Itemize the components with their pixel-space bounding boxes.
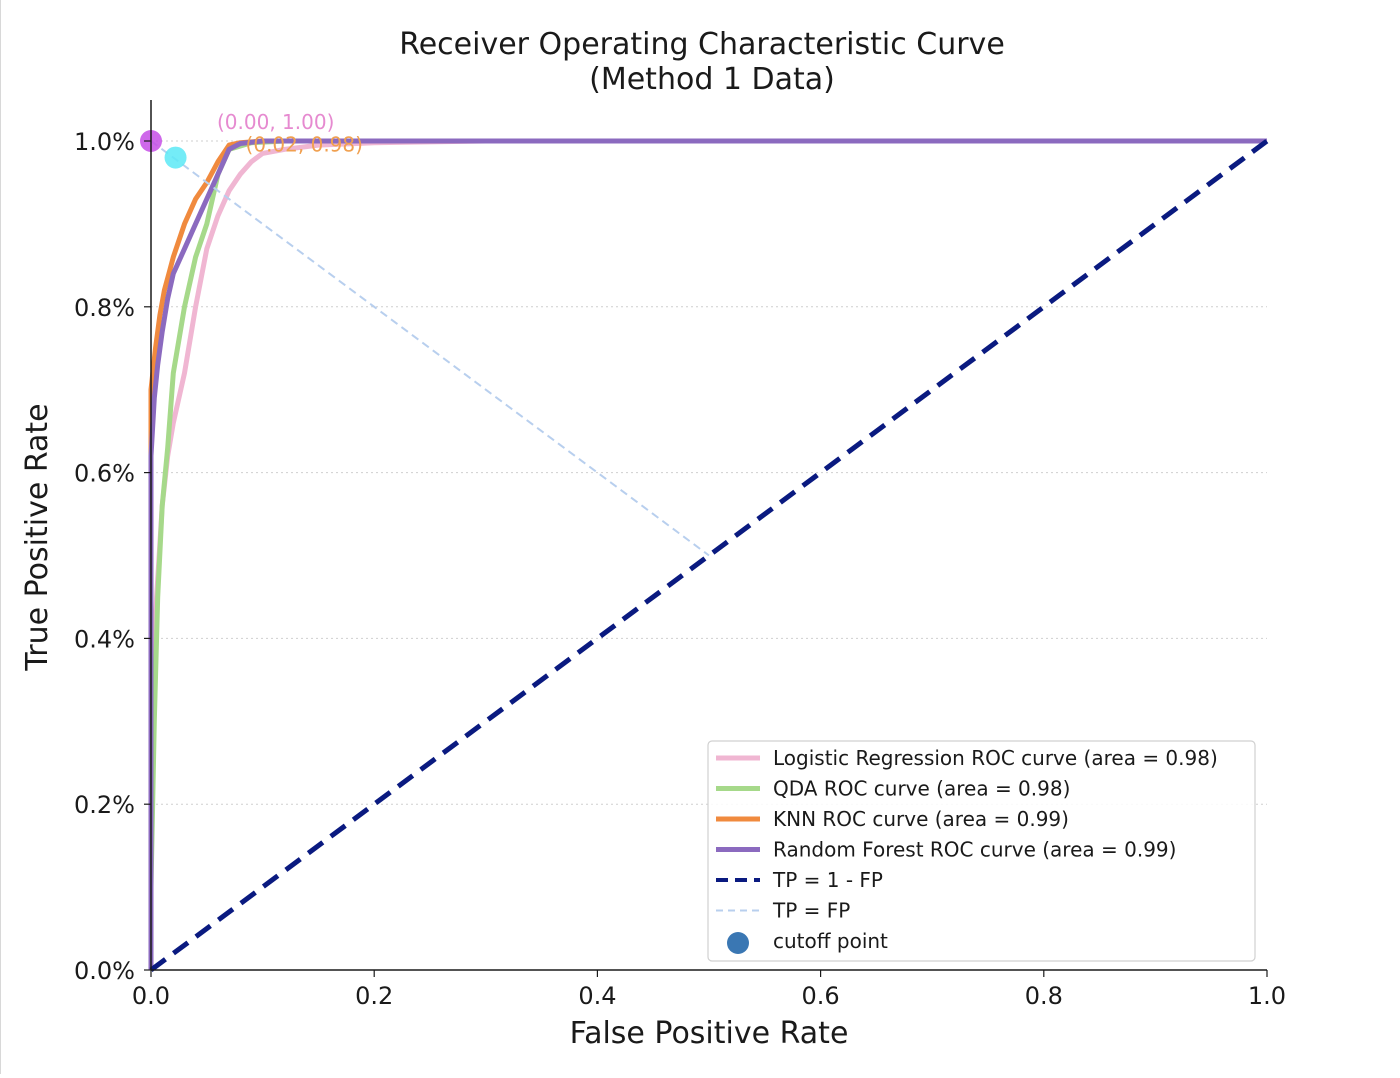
legend-swatch-6 bbox=[727, 932, 749, 954]
chart-title: Receiver Operating Characteristic Curve bbox=[399, 27, 1005, 62]
legend-label-3: Random Forest ROC curve (area = 0.99) bbox=[773, 838, 1176, 862]
y-tick-label-5: 1.0% bbox=[74, 128, 135, 156]
x-tick-label-2: 0.4 bbox=[578, 982, 616, 1010]
plot-area bbox=[140, 130, 1269, 973]
legend-label-5: TP = FP bbox=[772, 899, 850, 923]
x-tick-label-3: 0.6 bbox=[802, 982, 840, 1010]
annotation-1: (0.02, 0.98) bbox=[246, 133, 363, 157]
legend-label-4: TP = 1 - FP bbox=[772, 868, 883, 892]
y-axis-label: True Positive Rate bbox=[20, 403, 55, 671]
tick-labels: 0.0 0.2 0.4 0.6 0.8 1.0 0.0% 0.2% 0.4% 0.6% 0.8% 1.… bbox=[74, 128, 1286, 1010]
legend: Logistic Regression ROC curve (area = 0.… bbox=[707, 740, 1256, 962]
series-line-5 bbox=[150, 140, 710, 557]
annotations: (0.00, 1.00)(0.02, 0.98) bbox=[217, 110, 363, 157]
chart-subtitle: (Method 1 Data) bbox=[589, 62, 835, 97]
x-axis-label: False Positive Rate bbox=[570, 1016, 849, 1051]
annotation-0: (0.00, 1.00) bbox=[217, 110, 334, 134]
legend-label-0: Logistic Regression ROC curve (area = 0.… bbox=[773, 746, 1218, 770]
axes bbox=[150, 100, 1267, 971]
x-tick-label-4: 0.8 bbox=[1025, 982, 1063, 1010]
x-tick-label-0: 0.0 bbox=[132, 982, 170, 1010]
y-tick-label-0: 0.0% bbox=[74, 957, 135, 985]
y-tick-label-3: 0.6% bbox=[74, 460, 135, 488]
legend-label-6: cutoff point bbox=[773, 929, 888, 953]
cutoff-point-1 bbox=[164, 146, 187, 169]
legend-label-2: KNN ROC curve (area = 0.99) bbox=[773, 807, 1069, 831]
y-tick-label-1: 0.2% bbox=[74, 791, 135, 819]
series-line-3 bbox=[148, 138, 1267, 970]
series-line-4 bbox=[149, 138, 1269, 973]
grid-lines bbox=[151, 140, 1267, 805]
y-tick-label-2: 0.4% bbox=[74, 625, 135, 653]
x-tick-label-1: 0.2 bbox=[355, 982, 393, 1010]
legend-box bbox=[707, 740, 1256, 962]
x-tick-label-5: 1.0 bbox=[1248, 982, 1286, 1010]
legend-label-1: QDA ROC curve (area = 0.98) bbox=[773, 777, 1070, 801]
y-tick-label-4: 0.8% bbox=[74, 294, 135, 322]
